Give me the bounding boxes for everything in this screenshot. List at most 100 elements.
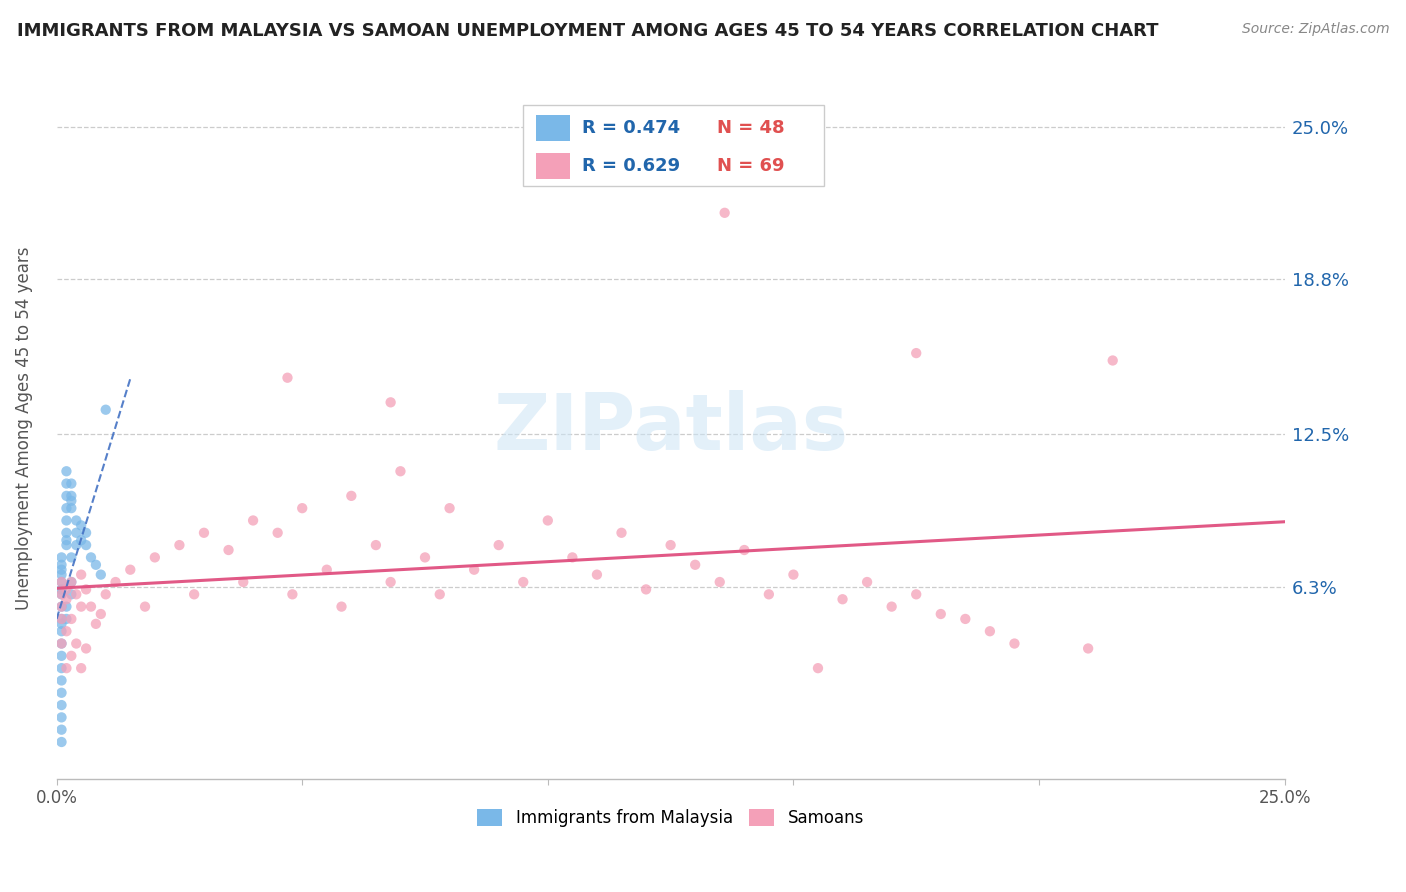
Point <box>51 574 73 589</box>
Point <box>51 563 73 577</box>
Point <box>55 476 77 491</box>
Point <box>51 624 73 639</box>
Point <box>463 563 485 577</box>
Point <box>315 563 337 577</box>
Point <box>55 661 77 675</box>
Point <box>143 550 166 565</box>
Text: N = 48: N = 48 <box>717 120 785 137</box>
Point <box>856 574 879 589</box>
Point <box>880 599 903 614</box>
Point <box>70 599 93 614</box>
Point <box>60 587 83 601</box>
Point <box>586 567 609 582</box>
Point <box>75 582 97 597</box>
Point <box>51 558 73 572</box>
Point <box>75 525 97 540</box>
Text: R = 0.629: R = 0.629 <box>582 157 681 175</box>
Point <box>51 567 73 582</box>
Text: R = 0.474: R = 0.474 <box>582 120 681 137</box>
Point <box>659 538 682 552</box>
Point <box>537 513 560 527</box>
Point <box>413 550 436 565</box>
Point <box>94 587 117 601</box>
Point <box>733 543 755 558</box>
Point <box>713 206 735 220</box>
Point <box>80 550 103 565</box>
Point <box>84 616 107 631</box>
Point <box>55 525 77 540</box>
Point <box>905 587 928 601</box>
Point <box>242 513 264 527</box>
Point <box>276 370 298 384</box>
Point <box>70 661 93 675</box>
Point <box>55 489 77 503</box>
Point <box>80 599 103 614</box>
Point <box>60 550 83 565</box>
Point <box>51 648 73 663</box>
Point <box>266 525 288 540</box>
Point <box>104 574 127 589</box>
Point <box>979 624 1001 639</box>
Point <box>51 636 73 650</box>
Point <box>1004 636 1026 650</box>
Point <box>51 599 73 614</box>
FancyBboxPatch shape <box>523 105 824 186</box>
Point <box>51 636 73 650</box>
Point <box>55 501 77 516</box>
Point <box>55 592 77 607</box>
Point <box>55 624 77 639</box>
Point <box>60 493 83 508</box>
Point <box>281 587 304 601</box>
Point <box>51 612 73 626</box>
Point <box>905 346 928 360</box>
Point <box>51 661 73 675</box>
Point <box>65 538 87 552</box>
Point <box>51 723 73 737</box>
Point <box>134 599 156 614</box>
Point <box>380 395 402 409</box>
Point <box>955 612 977 626</box>
Point <box>60 489 83 503</box>
Point <box>389 464 412 478</box>
Point <box>51 735 73 749</box>
Point <box>60 648 83 663</box>
Point <box>51 710 73 724</box>
Point <box>65 587 87 601</box>
Point <box>683 558 706 572</box>
Point <box>51 686 73 700</box>
Point <box>218 543 240 558</box>
Bar <box>536 153 569 179</box>
Point <box>929 607 952 621</box>
Point <box>51 550 73 565</box>
Point <box>84 558 107 572</box>
Point <box>330 599 353 614</box>
Point <box>193 525 215 540</box>
Point <box>758 587 780 601</box>
Point <box>1101 353 1123 368</box>
Point <box>561 550 583 565</box>
Point <box>169 538 191 552</box>
Point <box>51 582 73 597</box>
Point <box>70 533 93 548</box>
Point <box>60 612 83 626</box>
Point <box>807 661 830 675</box>
Point <box>364 538 387 552</box>
Point <box>51 587 73 601</box>
Text: ZIPatlas: ZIPatlas <box>494 390 848 467</box>
Point <box>60 574 83 589</box>
Point <box>75 538 97 552</box>
Point <box>55 513 77 527</box>
Point <box>232 574 254 589</box>
Point <box>65 636 87 650</box>
Point <box>55 582 77 597</box>
Point <box>55 599 77 614</box>
Point <box>429 587 451 601</box>
Y-axis label: Unemployment Among Ages 45 to 54 years: Unemployment Among Ages 45 to 54 years <box>15 246 32 610</box>
Point <box>291 501 314 516</box>
Point <box>51 599 73 614</box>
Text: N = 69: N = 69 <box>717 157 785 175</box>
Point <box>60 501 83 516</box>
Point <box>60 574 83 589</box>
Point <box>65 525 87 540</box>
Point <box>94 402 117 417</box>
